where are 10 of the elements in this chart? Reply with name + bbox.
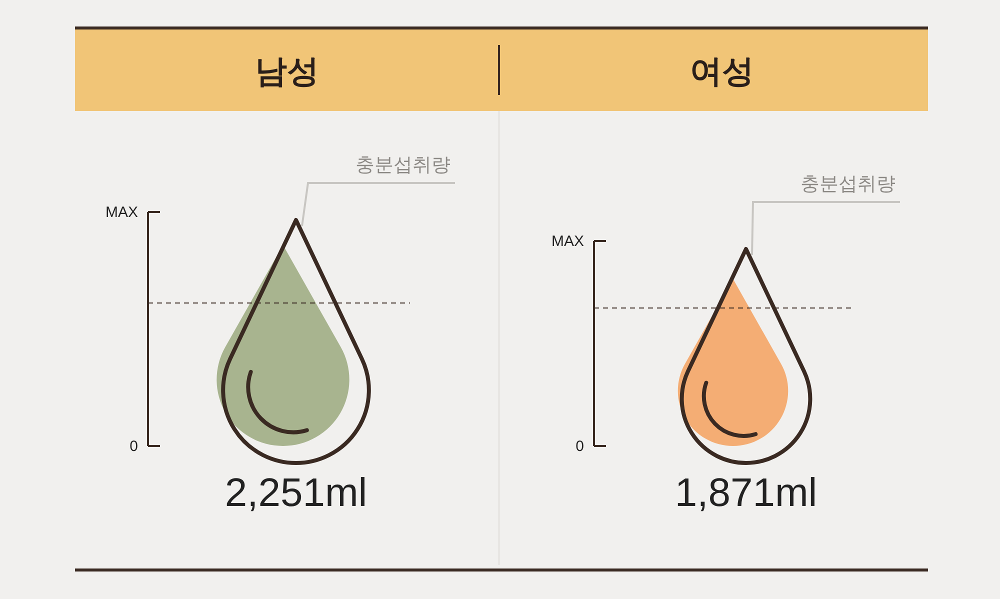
text: 충분섭취량 bbox=[800, 174, 896, 195]
category-label: 여성 bbox=[690, 53, 754, 89]
text: 0 bbox=[130, 438, 138, 455]
data-label: 2,251ml bbox=[224, 471, 368, 515]
text: MAX bbox=[105, 204, 138, 221]
data-label: 1,871ml bbox=[674, 471, 818, 515]
text: 충분섭취량 bbox=[356, 155, 450, 176]
category-label: 남성 bbox=[255, 53, 319, 89]
text: MAX bbox=[551, 233, 584, 250]
text: 0 bbox=[576, 438, 584, 455]
